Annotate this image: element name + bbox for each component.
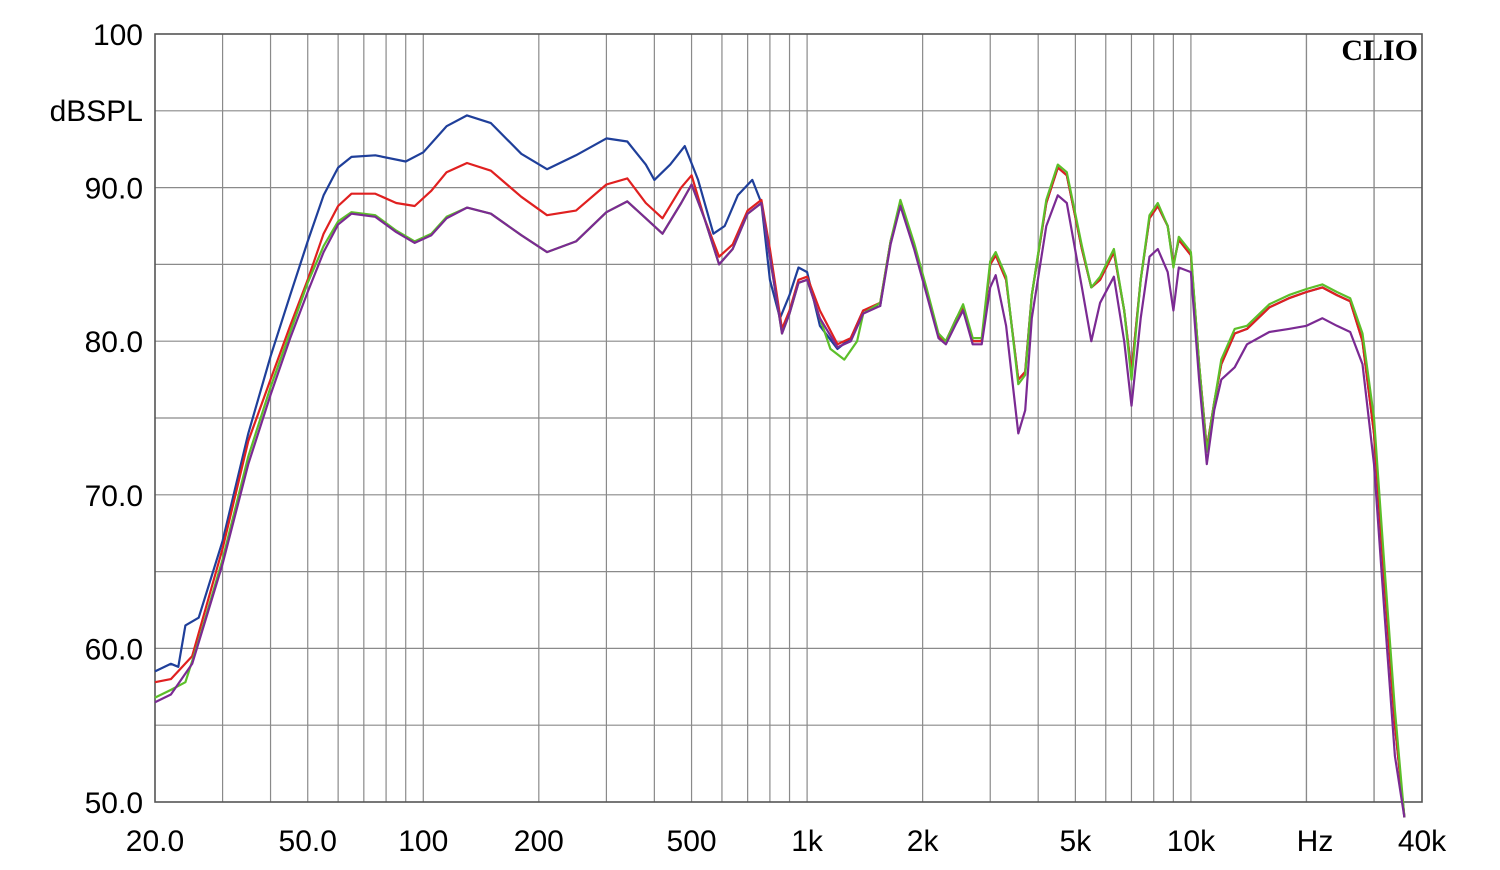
x-tick-label: 5k bbox=[1060, 825, 1093, 858]
plot-frame bbox=[154, 33, 1423, 803]
response-curve-3 bbox=[154, 163, 1406, 818]
series-group bbox=[154, 114, 1406, 818]
clio-brand-label: CLIO bbox=[1341, 34, 1418, 67]
x-tick-label: 40k bbox=[1398, 825, 1447, 858]
plot-grid bbox=[155, 34, 1422, 802]
y-tick-label: 90.0 bbox=[85, 173, 143, 206]
x-tick-labels: 20.0 50.0 100 200 500 1k 2k 5k 10k 40k bbox=[126, 825, 1447, 858]
x-tick-label: 1k bbox=[791, 825, 824, 858]
x-unit-label: Hz bbox=[1297, 825, 1334, 858]
y-tick-label: 100 bbox=[93, 19, 143, 52]
x-tick-label: 2k bbox=[907, 825, 940, 858]
y-tick-labels: 100 90.0 80.0 70.0 60.0 50.0 bbox=[85, 19, 143, 820]
x-tick-label: 100 bbox=[398, 825, 448, 858]
x-tick-label: 50.0 bbox=[279, 825, 337, 858]
y-tick-label: 60.0 bbox=[85, 633, 143, 666]
y-axis-label: dBSPL bbox=[50, 95, 143, 128]
y-tick-label: 50.0 bbox=[85, 787, 143, 820]
response-curve-2 bbox=[154, 161, 1406, 818]
y-tick-label: 80.0 bbox=[85, 326, 143, 359]
x-tick-label: 20.0 bbox=[126, 825, 184, 858]
y-tick-label: 70.0 bbox=[85, 480, 143, 513]
response-curve-4 bbox=[154, 183, 1406, 818]
x-tick-label: 200 bbox=[514, 825, 564, 858]
x-tick-label: 500 bbox=[667, 825, 717, 858]
x-tick-label: 10k bbox=[1167, 825, 1216, 858]
